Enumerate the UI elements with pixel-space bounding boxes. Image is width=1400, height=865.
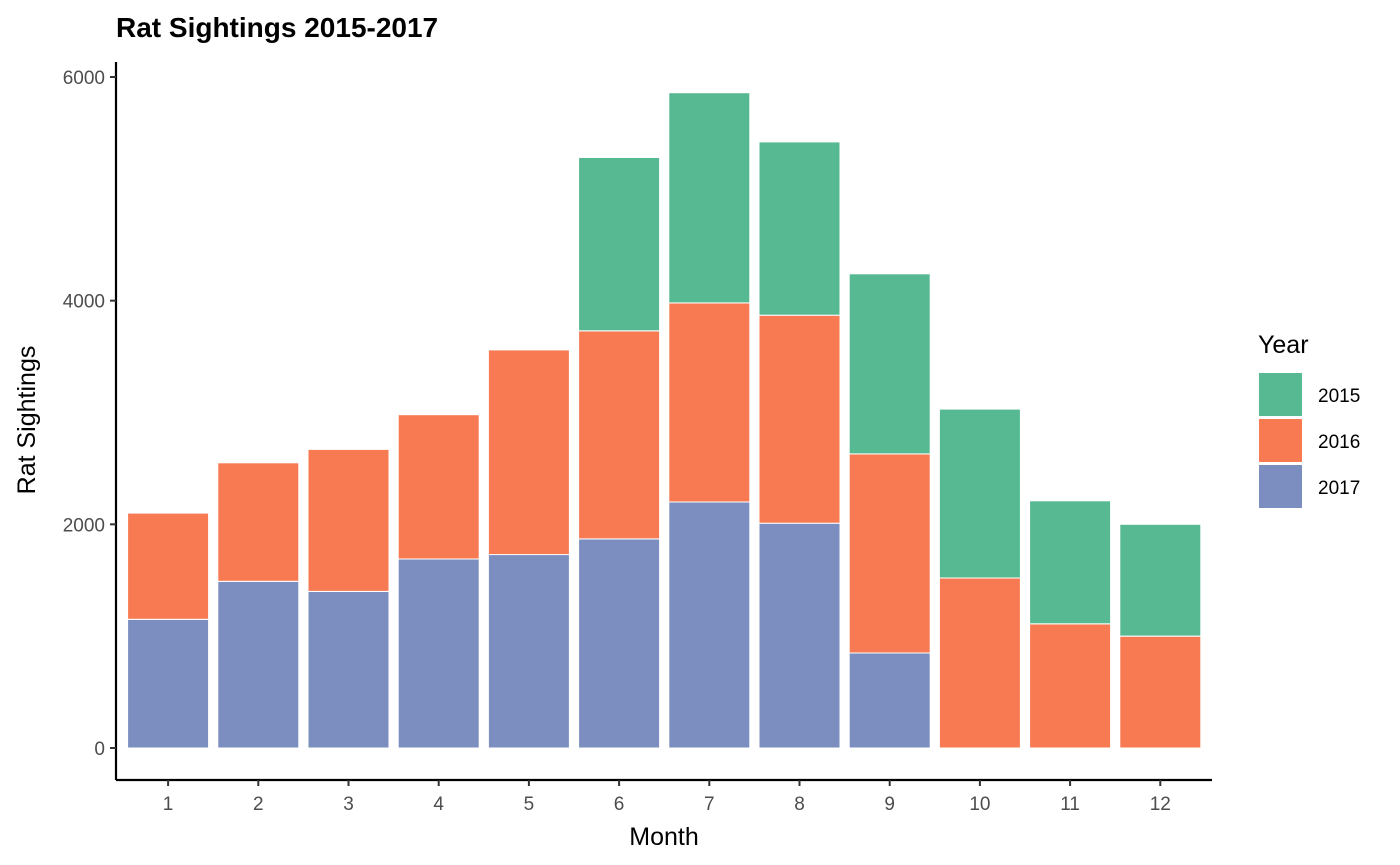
bar-month-9-2016 bbox=[848, 453, 931, 654]
y-tick-label: 6000 bbox=[63, 68, 105, 89]
legend-key-2016 bbox=[1259, 419, 1302, 462]
chart-title: Rat Sightings 2015-2017 bbox=[116, 12, 438, 43]
legend-key-2017 bbox=[1259, 465, 1302, 508]
legend: Year 2015 2016 2017 bbox=[1258, 331, 1360, 508]
bar-month-8-2015 bbox=[758, 141, 841, 316]
bar-month-3-2016 bbox=[307, 448, 390, 592]
x-axis-title: Month bbox=[629, 823, 698, 851]
bar-month-6-2017 bbox=[578, 538, 661, 749]
x-tick-label: 4 bbox=[433, 794, 444, 815]
x-tick-label: 6 bbox=[614, 794, 625, 815]
bar-month-2-2017 bbox=[217, 580, 300, 749]
bar-month-4-2017 bbox=[397, 558, 480, 749]
bar-month-9-2015 bbox=[848, 273, 931, 455]
x-tick-label: 9 bbox=[884, 794, 895, 815]
x-tick-label: 7 bbox=[704, 794, 715, 815]
bar-month-5-2017 bbox=[487, 554, 570, 749]
y-tick-label: 0 bbox=[94, 739, 105, 760]
x-axis: 1 2 3 4 5 6 7 8 9 10 11 12 bbox=[116, 778, 1212, 815]
bar-month-7-2015 bbox=[668, 92, 751, 304]
bar-month-6-2015 bbox=[578, 157, 661, 332]
legend-label-2015: 2015 bbox=[1318, 386, 1360, 407]
bar-month-8-2017 bbox=[758, 522, 841, 749]
x-tick-label: 8 bbox=[794, 794, 805, 815]
x-tick-label: 11 bbox=[1060, 794, 1080, 815]
bar-month-1-2016 bbox=[127, 512, 210, 620]
bar-month-8-2016 bbox=[758, 314, 841, 524]
y-axis-title: Rat Sightings bbox=[13, 346, 41, 495]
bar-month-10-2015 bbox=[938, 408, 1021, 579]
legend-label-2016: 2016 bbox=[1318, 432, 1360, 453]
bar-month-7-2016 bbox=[668, 302, 751, 503]
y-tick-label: 2000 bbox=[63, 515, 105, 536]
legend-title: Year bbox=[1258, 331, 1309, 359]
bar-month-6-2016 bbox=[578, 330, 661, 540]
y-tick-label: 4000 bbox=[63, 292, 105, 313]
x-tick-label: 12 bbox=[1150, 794, 1171, 815]
bars-group bbox=[127, 92, 1202, 749]
x-tick-label: 1 bbox=[163, 794, 174, 815]
bar-month-12-2016 bbox=[1119, 635, 1202, 749]
bar-month-1-2017 bbox=[127, 618, 210, 749]
bar-month-11-2016 bbox=[1029, 623, 1112, 749]
x-tick-label: 10 bbox=[969, 794, 990, 815]
bar-month-3-2017 bbox=[307, 590, 390, 749]
bar-month-9-2017 bbox=[848, 652, 931, 749]
legend-label-2017: 2017 bbox=[1318, 478, 1360, 499]
bar-month-10-2016 bbox=[938, 577, 1021, 749]
bar-month-5-2016 bbox=[487, 349, 570, 556]
bar-month-2-2016 bbox=[217, 462, 300, 582]
x-tick-label: 3 bbox=[343, 794, 354, 815]
y-axis: 0 2000 4000 6000 bbox=[63, 62, 118, 780]
bar-month-11-2015 bbox=[1029, 500, 1112, 625]
bar-month-7-2017 bbox=[668, 501, 751, 749]
bar-month-4-2016 bbox=[397, 414, 480, 560]
x-tick-label: 5 bbox=[524, 794, 535, 815]
x-tick-label: 2 bbox=[253, 794, 264, 815]
legend-key-2015 bbox=[1259, 373, 1302, 416]
bar-month-12-2015 bbox=[1119, 523, 1202, 637]
